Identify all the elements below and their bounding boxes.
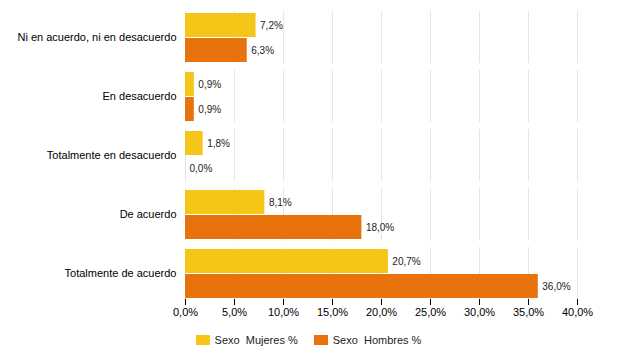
- svg-text:35,0%: 35,0%: [513, 306, 544, 318]
- svg-text:7,2%: 7,2%: [260, 20, 283, 31]
- svg-text:36,0%: 36,0%: [542, 281, 570, 292]
- svg-text:De acuerdo: De acuerdo: [120, 208, 177, 220]
- svg-text:0,0%: 0,0%: [190, 163, 213, 174]
- svg-text:0,9%: 0,9%: [198, 104, 221, 115]
- html-text:Sexo Mujeres %: Sexo Mujeres %: [214, 334, 298, 346]
- svg-text:0,9%: 0,9%: [198, 79, 221, 90]
- svg-text:0,0%: 0,0%: [173, 306, 198, 318]
- svg-text:8,1%: 8,1%: [269, 197, 292, 208]
- svg-text:30,0%: 30,0%: [464, 306, 495, 318]
- svg-text:Ni en acuerdo, ni en desacuerd: Ni en acuerdo, ni en desacuerdo: [18, 31, 177, 43]
- svg-text:18,0%: 18,0%: [366, 222, 394, 233]
- svg-text:40,0%: 40,0%: [562, 306, 593, 318]
- svg-text:Totalmente en desacuerdo: Totalmente en desacuerdo: [47, 149, 177, 161]
- html-text:Sexo Hombres %: Sexo Hombres %: [332, 334, 422, 346]
- svg-text:25,0%: 25,0%: [415, 306, 446, 318]
- svg-text:20,0%: 20,0%: [366, 306, 397, 318]
- svg-text:20,7%: 20,7%: [392, 256, 420, 267]
- svg-text:Totalmente de acuerdo: Totalmente de acuerdo: [65, 267, 177, 279]
- svg-text:10,0%: 10,0%: [268, 306, 299, 318]
- svg-text:15,0%: 15,0%: [317, 306, 348, 318]
- svg-text:6,3%: 6,3%: [251, 45, 274, 56]
- svg-text:En desacuerdo: En desacuerdo: [103, 90, 177, 102]
- svg-text:5,0%: 5,0%: [222, 306, 247, 318]
- svg-text:1,8%: 1,8%: [207, 138, 230, 149]
